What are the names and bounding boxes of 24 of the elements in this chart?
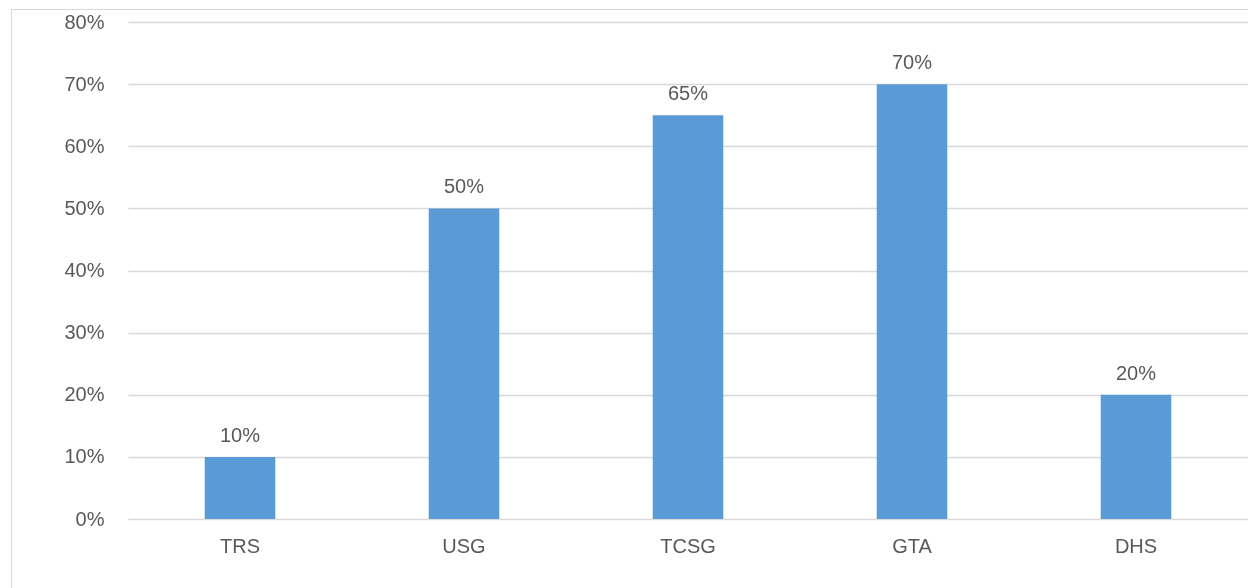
data-label: 20% (1115, 361, 1157, 384)
y-tick-label: 80% (64, 10, 105, 33)
x-tick-label: TRS (220, 534, 260, 557)
y-tick-label: 0% (75, 507, 105, 530)
y-tick-label: 40% (64, 259, 105, 281)
y-tick-label: 30% (64, 321, 105, 344)
x-tick-label: TCSG (660, 534, 716, 557)
data-label: 65% (667, 82, 709, 105)
y-tick-label: 60% (64, 134, 105, 157)
bar (652, 115, 724, 519)
y-tick-label: 10% (64, 445, 105, 468)
data-label: 10% (219, 423, 261, 446)
y-tick-label: 50% (64, 196, 105, 219)
y-tick-label: 70% (64, 72, 105, 95)
x-tick-label: USG (442, 534, 486, 557)
bar (204, 456, 276, 519)
bar (1100, 394, 1172, 519)
data-label: 50% (443, 175, 485, 198)
bar (876, 84, 948, 519)
y-tick-label: 20% (64, 383, 105, 406)
data-label: 70% (891, 51, 933, 74)
x-tick-label: DHS (1114, 534, 1158, 557)
x-tick-label: GTA (892, 534, 933, 557)
bar (428, 208, 500, 519)
